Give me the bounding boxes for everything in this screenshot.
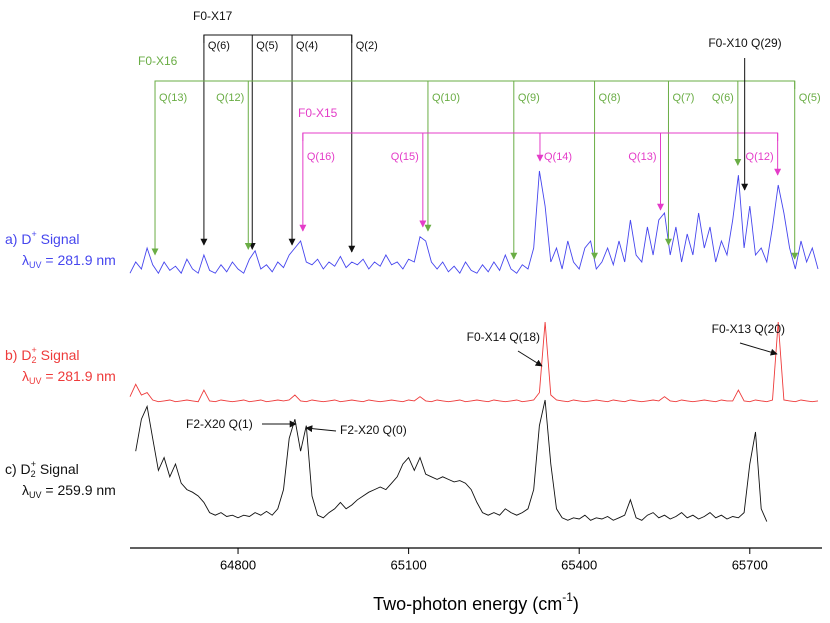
assignment-line-label: Q(12) — [746, 151, 774, 163]
x-tick-label: 65100 — [391, 557, 427, 572]
wavelength-label: λUV = 259.9 nm — [22, 482, 116, 501]
assignment-bar — [154, 80, 796, 89]
wavelength-symbol: λ — [22, 482, 29, 498]
trace-label-tail: Signal — [37, 347, 80, 363]
assignment-line-label: Q(6) — [208, 40, 230, 52]
assignment-line-label: Q(6) — [712, 92, 734, 104]
peak-label: F2-X20 Q(1) — [186, 417, 253, 431]
peak-label: F0-X13 Q(20) — [712, 322, 785, 336]
wavelength-symbol: λ — [22, 368, 29, 384]
trace-label-text: c) D — [5, 461, 31, 477]
peak-label: F0-X14 Q(18) — [467, 330, 540, 344]
trace-label-sub: 2 — [31, 355, 36, 365]
x-tick-label: 65400 — [561, 557, 597, 572]
wavelength-label: λUV = 281.9 nm — [22, 368, 116, 387]
assignment-label: F0-X16 — [138, 54, 178, 68]
assignment-line-label: Q(7) — [672, 92, 694, 104]
wavelength-text: = 281.9 nm — [42, 368, 116, 384]
trace-label-text: b) D — [5, 347, 31, 363]
assignment-line-label: Q(5) — [256, 40, 278, 52]
x-axis-title-tail: ) — [573, 594, 579, 614]
trace-label-sub: 2 — [31, 469, 36, 479]
assignment-line-label: Q(5) — [799, 92, 821, 104]
spectrum-trace — [129, 170, 819, 275]
assignment-label: F0-X10 Q(29) — [708, 36, 781, 50]
peak-label: F2-X20 Q(0) — [340, 423, 407, 437]
wavelength-text: = 259.9 nm — [42, 482, 116, 498]
x-axis-title-sup: -1 — [562, 590, 573, 604]
assignment-line-label: Q(13) — [628, 151, 656, 163]
assignment-line-label: Q(14) — [544, 151, 572, 163]
trace-label-text: a) D — [5, 231, 31, 247]
x-tick-label: 64800 — [220, 557, 256, 572]
peak-arrow — [517, 350, 543, 367]
x-tick-label: 65700 — [732, 557, 768, 572]
spectrum-trace — [135, 399, 768, 522]
peak-arrow — [739, 342, 778, 356]
wavelength-label: λUV = 281.9 nm — [22, 252, 116, 271]
wavelength-text: = 281.9 nm — [42, 252, 116, 268]
assignment-label: F0-X17 — [193, 9, 233, 23]
assignment-line-label: Q(10) — [432, 92, 460, 104]
trace-label-tail: Signal — [37, 231, 80, 247]
assignment-label: F0-X15 — [298, 106, 338, 120]
trace-label: c) D2+ Signal — [5, 459, 79, 479]
wavelength-sub: UV — [29, 490, 42, 500]
trace-label: a) D+ Signal — [5, 229, 80, 246]
assignment-line-label: Q(13) — [159, 92, 187, 104]
assignment-line-label: Q(4) — [296, 40, 318, 52]
trace-label: b) D2+ Signal — [5, 345, 80, 365]
assignment-line-label: Q(9) — [518, 92, 540, 104]
trace-label-sup: + — [31, 229, 36, 239]
assignment-line-label: Q(12) — [216, 92, 244, 104]
spectrum-trace — [129, 321, 819, 403]
assignment-line-label: Q(15) — [391, 151, 419, 163]
assignment-line-label: Q(16) — [307, 151, 335, 163]
x-axis-title: Two-photon energy (cm-1) — [373, 590, 579, 614]
wavelength-sub: UV — [29, 376, 42, 386]
peak-arrow — [305, 425, 337, 433]
assignment-line-label: Q(2) — [356, 40, 378, 52]
wavelength-sub: UV — [29, 260, 42, 270]
assignment-line-label: Q(8) — [599, 92, 621, 104]
trace-label-tail: Signal — [36, 461, 79, 477]
wavelength-symbol: λ — [22, 252, 29, 268]
x-axis-title-text: Two-photon energy (cm — [373, 594, 562, 614]
trace-label-sup: + — [31, 345, 36, 355]
trace-label-sup: + — [31, 459, 36, 469]
